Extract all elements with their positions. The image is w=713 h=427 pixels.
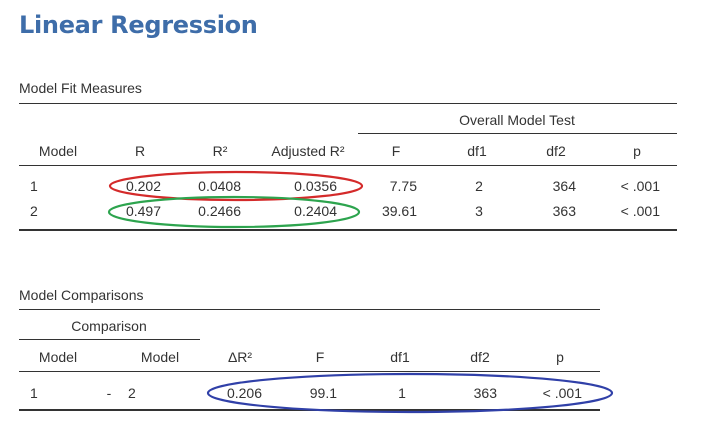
col-header-p: p xyxy=(556,349,564,365)
cell-r: 0.497 xyxy=(125,203,161,219)
cell-p: < .001 xyxy=(542,385,582,401)
model-fit-header-rule xyxy=(19,165,677,166)
cell-r2: 0.2466 xyxy=(198,203,241,219)
cell-df2: 363 xyxy=(552,203,576,219)
page-title: Linear Regression xyxy=(19,11,258,39)
col-header-df2: df2 xyxy=(470,349,490,365)
cell-df1: 1 xyxy=(398,385,406,401)
model-fit-top-rule xyxy=(19,103,677,104)
col-header-df2: df2 xyxy=(546,143,566,159)
cell-df2: 364 xyxy=(552,178,576,194)
col-header-f: F xyxy=(391,143,401,159)
cell-delta-r2: 0.206 xyxy=(226,385,262,401)
cell-p: < .001 xyxy=(620,178,660,194)
cell-model-to: 2 xyxy=(128,385,136,401)
cell-p: < .001 xyxy=(620,203,660,219)
col-header-adjusted-r2: Adjusted R² xyxy=(271,143,345,159)
col-header-r: R xyxy=(134,143,146,159)
comparison-group-rule xyxy=(19,339,200,340)
col-header-p: p xyxy=(633,143,641,159)
cell-r: 0.202 xyxy=(125,178,161,194)
model-fit-bottom-rule xyxy=(19,229,677,231)
cell-f: 99.1 xyxy=(309,385,337,401)
cell-adjusted-r2: 0.2404 xyxy=(294,203,337,219)
cell-separator: - xyxy=(106,385,112,401)
cell-df1: 2 xyxy=(475,178,483,194)
model-comparisons-bottom-rule xyxy=(19,409,600,411)
model-comparisons-top-rule xyxy=(19,309,600,310)
col-header-df1: df1 xyxy=(467,143,487,159)
col-header-f: F xyxy=(315,349,325,365)
cell-r2: 0.0408 xyxy=(198,178,241,194)
cell-f: 7.75 xyxy=(389,178,417,194)
cell-f: 39.61 xyxy=(381,203,417,219)
model-comparisons-header-rule xyxy=(19,371,600,372)
overall-model-test-rule xyxy=(358,133,677,134)
cell-df1: 3 xyxy=(475,203,483,219)
cell-adjusted-r2: 0.0356 xyxy=(294,178,337,194)
comparison-group-header: Comparison xyxy=(71,318,147,334)
cell-model: 2 xyxy=(30,203,38,219)
model-comparisons-caption: Model Comparisons xyxy=(19,287,144,303)
model-fit-caption: Model Fit Measures xyxy=(19,80,142,96)
col-header-model: Model xyxy=(38,143,78,159)
col-header-r2: R² xyxy=(212,143,228,159)
cell-model-from: 1 xyxy=(30,385,38,401)
col-header-df1: df1 xyxy=(390,349,410,365)
cell-model: 1 xyxy=(30,178,38,194)
col-header-delta-r2: ΔR² xyxy=(227,349,253,365)
cell-df2: 363 xyxy=(473,385,497,401)
overall-model-test-header: Overall Model Test xyxy=(459,112,575,128)
col-header-model-from: Model xyxy=(38,349,78,365)
col-header-model-to: Model xyxy=(140,349,180,365)
